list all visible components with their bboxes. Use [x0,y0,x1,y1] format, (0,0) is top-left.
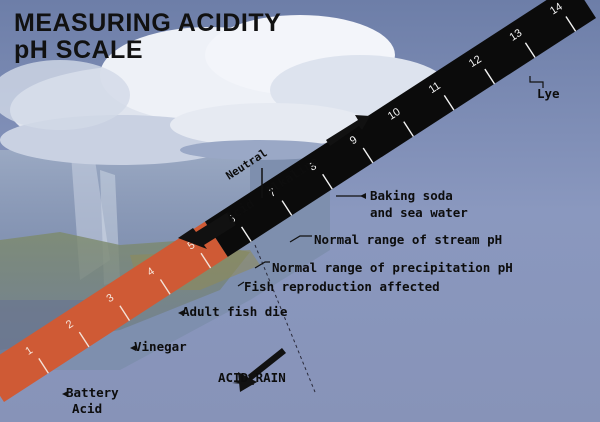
ph-tick-label: 10 [386,106,403,123]
adult-fish-label: Adult fish die [182,304,288,319]
ph-tick-label: 13 [507,27,524,44]
ph-tick-mark [159,279,171,295]
ph-tick-label: 11 [427,80,443,96]
ph-tick-label: 7 [267,186,279,199]
ph-tick-mark [78,331,90,348]
baking-soda-label: Baking soda [370,188,453,203]
ph-tick-mark [200,252,212,269]
ph-tick-mark [38,358,49,374]
ph-tick-mark [322,173,333,190]
vinegar-label: Vinegar [134,339,187,354]
ph-tick-mark [524,42,536,58]
ph-tick-label: 5 [186,239,198,252]
title-line-1: MEASURING ACIDITY [14,9,282,37]
stream-ph-label: Normal range of stream pH [314,232,502,247]
ph-tick-mark [281,200,293,216]
ph-tick-label: 4 [145,265,157,278]
ph-tick-mark [403,121,414,137]
fish-reproduction-label: Fish reproduction affected [244,279,440,294]
ph-tick-label: 9 [348,134,360,147]
lye-label: Lye [537,86,560,101]
battery-label: Battery [66,385,119,400]
ph-tick-mark [443,94,455,111]
ph-tick-label: 8 [307,160,319,173]
ph-tick-label: 2 [64,318,76,331]
ph-tick-mark [362,147,374,164]
ph-tick-label: 3 [105,292,117,305]
leader-arrows [62,193,366,397]
acid-direction-arrow-icon [178,212,236,249]
acid-rain-label: ACID RAIN [218,370,286,385]
ph-tick-label: 14 [548,1,565,18]
ph-bar: 1234567891011121314 [0,0,596,402]
acid-segment [0,221,228,402]
title-line-2: pH SCALE [14,36,143,64]
acid-rain-arrow-head-icon [238,372,257,392]
alkaline-direction-arrow-icon [326,115,370,146]
acid-word-label: Acid [72,401,102,416]
ph-tick-mark [240,226,252,243]
storm-clouds [0,15,450,165]
acid-rain-line [254,244,316,393]
ph-ticks: 1234567891011121314 [23,1,577,374]
sea-water-label: and sea water [370,205,468,220]
ph-tick-label: 12 [467,53,484,70]
ph-tick-mark [565,16,577,32]
alkaline-segment [204,0,596,257]
ph-tick-label: 1 [23,344,35,357]
annotation-pointers [237,76,544,287]
acid-rain-arrow-icon [232,348,286,385]
precipitation-ph-label: Normal range of precipitation pH [272,260,513,275]
ph-tick-mark [119,305,131,321]
ph-tick-mark [484,68,496,85]
